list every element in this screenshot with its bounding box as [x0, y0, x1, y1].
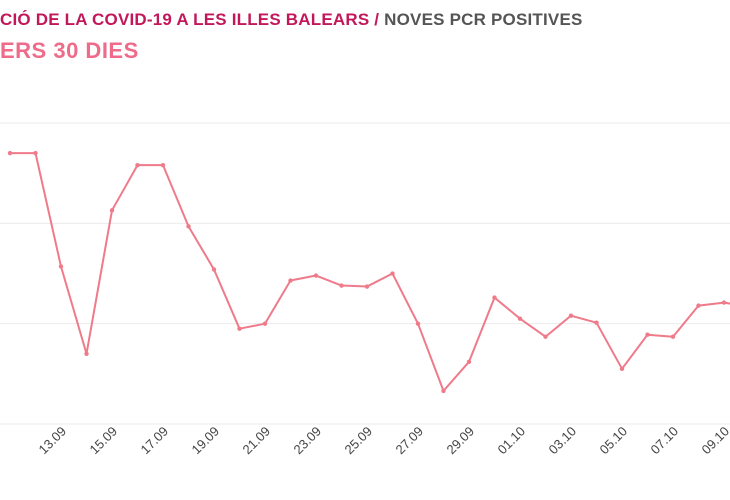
data-point-12.09[interactable]: [33, 150, 38, 156]
data-point-08.10[interactable]: [696, 303, 701, 308]
data-point-09.10[interactable]: [721, 300, 727, 305]
data-point-22.09[interactable]: [288, 278, 293, 283]
x-tick-label-15.09: 15.09: [87, 424, 121, 458]
data-point-03.10[interactable]: [568, 313, 574, 318]
chart-subtitle: ERS 30 DIES: [0, 38, 139, 63]
data-point-06.10[interactable]: [645, 332, 650, 337]
data-point-29.09[interactable]: [466, 359, 472, 364]
data-point-19.09[interactable]: [211, 267, 217, 272]
data-point-23.09[interactable]: [313, 273, 319, 278]
x-tick-label-03.10: 03.10: [546, 424, 580, 458]
data-point-30.09[interactable]: [492, 295, 497, 300]
data-point-15.09[interactable]: [109, 208, 115, 213]
series-line-0: [10, 152, 730, 392]
data-point-26.09[interactable]: [390, 271, 395, 276]
data-point-21.09[interactable]: [262, 321, 268, 326]
x-tick-label-13.09: 13.09: [36, 424, 70, 458]
x-tick-label-21.09: 21.09: [240, 424, 274, 458]
x-tick-label-25.09: 25.09: [342, 424, 376, 458]
data-point-18.09[interactable]: [186, 224, 191, 229]
data-point-28.09[interactable]: [441, 388, 446, 394]
data-point-17.09[interactable]: [160, 162, 166, 168]
x-tick-label-01.10: 01.10: [495, 424, 529, 458]
data-point-07.10[interactable]: [670, 334, 676, 339]
data-point-11.09[interactable]: [7, 150, 13, 156]
x-tick-label-29.09: 29.09: [444, 424, 478, 458]
chart-title: CIÓ DE LA COVID-19 A LES ILLES BALEARS /…: [0, 10, 583, 30]
chart-title-separator: /: [369, 10, 385, 29]
data-point-01.10[interactable]: [517, 316, 523, 321]
data-point-02.10[interactable]: [543, 334, 548, 339]
chart-title-sub: NOVES PCR POSITIVES: [384, 10, 583, 29]
data-point-24.09[interactable]: [339, 283, 344, 288]
x-tick-label-23.09: 23.09: [291, 424, 325, 458]
data-point-20.09[interactable]: [237, 326, 242, 331]
data-point-25.09[interactable]: [364, 284, 370, 289]
data-point-14.09[interactable]: [84, 351, 89, 356]
data-point-13.09[interactable]: [58, 264, 64, 269]
data-point-16.09[interactable]: [135, 162, 140, 168]
x-tick-label-27.09: 27.09: [393, 424, 427, 458]
chart-title-main: CIÓ DE LA COVID-19 A LES ILLES BALEARS: [0, 10, 370, 29]
data-point-04.10[interactable]: [594, 320, 599, 325]
data-point-27.09[interactable]: [415, 321, 421, 326]
data-point-05.10[interactable]: [619, 366, 625, 372]
x-tick-label-05.10: 05.10: [597, 424, 631, 458]
x-tick-label-17.09: 17.09: [138, 424, 172, 458]
x-tick-label-09.10: 09.10: [699, 424, 730, 458]
x-tick-label-07.10: 07.10: [648, 424, 682, 458]
x-tick-label-19.09: 19.09: [189, 424, 223, 458]
